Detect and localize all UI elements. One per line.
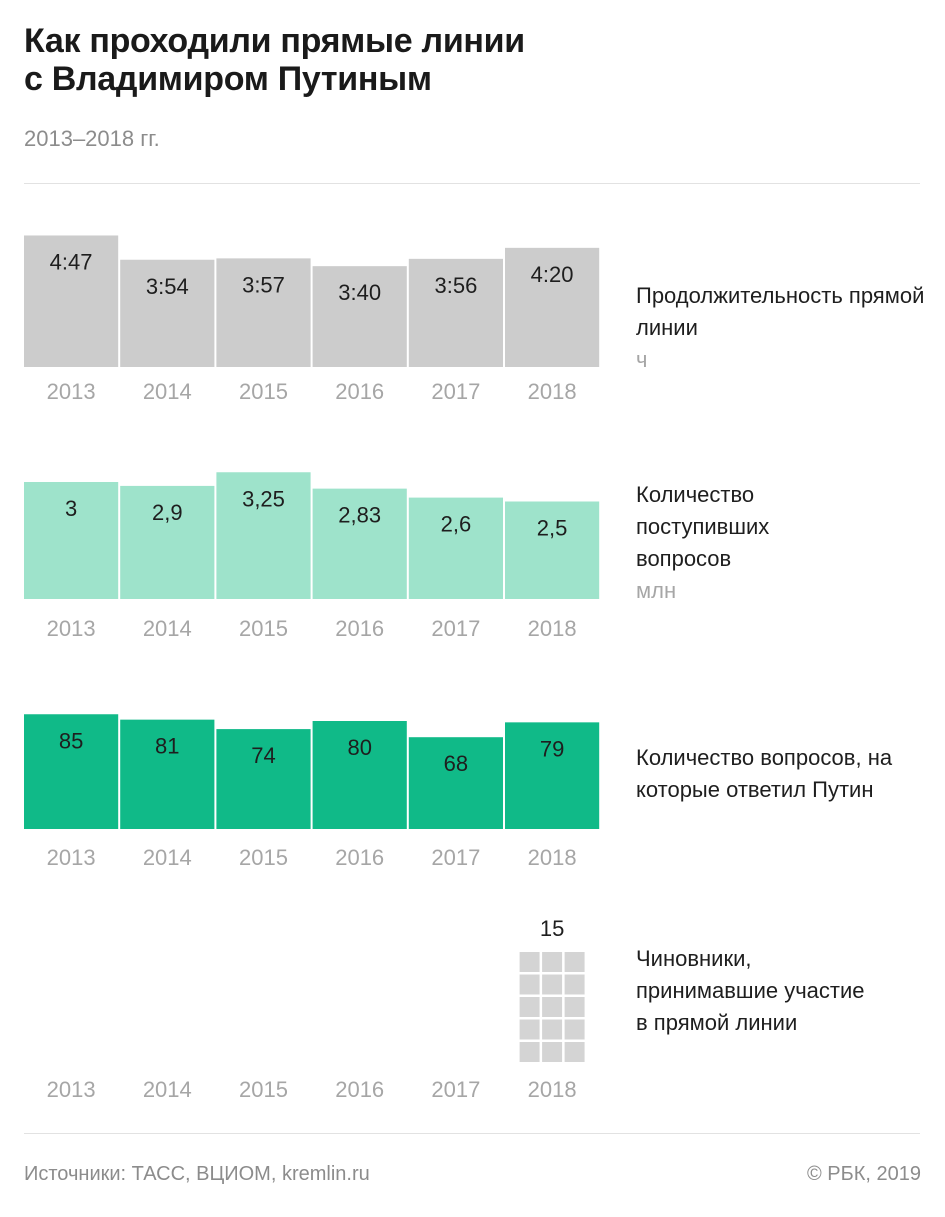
chart-questions-answered-bar-2018: [505, 722, 600, 829]
chart-duration-year-2018: 2018: [528, 379, 577, 404]
title-line-1: Как проходили прямые линии: [24, 22, 525, 60]
chart-questions-received-value-2016: 2,83: [338, 503, 381, 528]
chart-questions-answered-year-2013: 2013: [47, 845, 96, 870]
chart-duration-value-2014: 3:54: [146, 274, 189, 299]
chart-questions-answered-value-2016: 80: [347, 735, 371, 760]
chart-questions-received-year-2017: 2017: [431, 616, 480, 641]
chart-duration-year-2016: 2016: [335, 379, 384, 404]
officials-cell-2018-11: [542, 1019, 563, 1040]
chart-duration-label: Продолжительность прямой линии ч: [636, 280, 945, 376]
officials-cell-2018-1: [519, 952, 540, 972]
chart-duration-year-2013: 2013: [47, 379, 96, 404]
officials-cell-2018-15: [564, 1042, 585, 1062]
chart-questions-received-year-2018: 2018: [528, 616, 577, 641]
chart-officials-title: Чиновники, принимавшие участие в прямой …: [636, 946, 865, 1035]
chart-questions-answered-value-2013: 85: [59, 728, 83, 753]
chart-duration-bar-2017: [408, 258, 503, 367]
chart-duration-year-2015: 2015: [239, 379, 288, 404]
officials-cell-2018-12: [564, 1019, 585, 1040]
chart-questions-received-unit: млн: [636, 578, 677, 603]
chart-questions-received-bar-2014: [120, 485, 215, 599]
chart-questions-received-value-2015: 3,25: [242, 486, 285, 511]
chart-questions-received-value-2017: 2,6: [441, 512, 472, 537]
chart-questions-answered-year-2014: 2014: [143, 845, 192, 870]
chart-duration-year-2017: 2017: [431, 379, 480, 404]
chart-duration-bar-2013: [24, 235, 119, 367]
chart-questions-answered-bar-2014: [120, 719, 215, 829]
chart-duration: 4:47 2013 3:54 2014 3:57 2015 3:40 2016 3:56 2017…: [24, 235, 600, 404]
chart-questions-answered-bar-2013: [24, 714, 119, 829]
chart-duration-bar-2014: [120, 259, 215, 367]
officials-cell-2018-13: [519, 1042, 540, 1062]
chart-officials-year-2015: 2015: [239, 1077, 288, 1102]
officials-cell-2018-3: [564, 952, 585, 972]
officials-cell-2018-2: [542, 952, 563, 972]
chart-questions-answered-value-2018: 79: [540, 736, 564, 761]
chart-officials-year-2017: 2017: [431, 1077, 480, 1102]
bottom-divider: [24, 1133, 920, 1134]
chart-questions-received-year-2015: 2015: [239, 616, 288, 641]
chart-questions-received-year-2013: 2013: [47, 616, 96, 641]
chart-questions-answered-value-2017: 68: [444, 751, 468, 776]
officials-cell-2018-14: [542, 1042, 563, 1062]
officials-cell-2018-9: [564, 997, 585, 1017]
chart-officials-value-2018: 15: [540, 916, 564, 941]
page-title: Как проходили прямые линии с Владимиром …: [24, 22, 525, 98]
chart-questions-received-title: Количество поступивших вопросов: [636, 482, 770, 571]
chart-officials-year-2013: 2013: [47, 1077, 96, 1102]
chart-questions-answered-label: Количество вопросов, на которые ответил …: [636, 742, 926, 806]
sources-note: Источники: ТАСС, ВЦИОМ, kremlin.ru: [24, 1163, 370, 1185]
chart-questions-received: 3 2013 2,9 2014 3,25 2015 2,83 2016 2,6 2017 2,5 20…: [24, 472, 600, 641]
chart-questions-answered-value-2014: 81: [155, 734, 179, 759]
chart-duration-title: Продолжительность прямой линии: [636, 283, 925, 340]
chart-officials: 2013 2014 2015 2016 2017 15 2018: [47, 916, 585, 1102]
top-divider: [24, 183, 920, 184]
chart-questions-received-bar-2018: [505, 501, 600, 599]
chart-duration-year-2014: 2014: [143, 379, 192, 404]
chart-questions-answered-bar-2015: [216, 729, 311, 829]
chart-questions-received-value-2014: 2,9: [152, 500, 183, 525]
chart-questions-received-bar-2015: [216, 472, 311, 599]
chart-duration-bar-2016: [312, 266, 407, 367]
chart-questions-answered-year-2015: 2015: [239, 845, 288, 870]
title-line-2: с Владимиром Путиным: [24, 60, 432, 98]
chart-questions-received-bar-2013: [24, 482, 119, 599]
chart-duration-bar-2015: [216, 258, 311, 367]
chart-officials-year-2014: 2014: [143, 1077, 192, 1102]
chart-duration-value-2018: 4:20: [531, 262, 574, 287]
chart-questions-answered-year-2016: 2016: [335, 845, 384, 870]
chart-questions-received-bar-2017: [408, 497, 503, 599]
chart-duration-value-2015: 3:57: [242, 272, 285, 297]
chart-questions-received-bar-2016: [312, 488, 407, 599]
chart-questions-answered-bar-2016: [312, 721, 407, 829]
chart-officials-label: Чиновники, принимавшие участие в прямой …: [636, 943, 876, 1039]
officials-cell-2018-6: [564, 974, 585, 995]
chart-questions-received-value-2018: 2,5: [537, 516, 568, 541]
chart-questions-answered-bar-2017: [408, 737, 503, 829]
chart-questions-received-year-2014: 2014: [143, 616, 192, 641]
chart-questions-received-year-2016: 2016: [335, 616, 384, 641]
chart-questions-answered-year-2017: 2017: [431, 845, 480, 870]
page-subtitle: 2013–2018 гг.: [24, 126, 160, 151]
chart-questions-received-value-2013: 3: [65, 496, 77, 521]
officials-cell-2018-4: [519, 974, 540, 995]
chart-questions-answered-title: Количество вопросов, на которые ответил …: [636, 745, 893, 802]
officials-cell-2018-8: [542, 997, 563, 1017]
copyright-note: © РБК, 2019: [806, 1163, 921, 1185]
chart-duration-value-2016: 3:40: [338, 280, 381, 305]
chart-officials-year-2018: 2018: [528, 1077, 577, 1102]
chart-duration-value-2017: 3:56: [434, 273, 477, 298]
chart-questions-answered-value-2015: 74: [251, 743, 275, 768]
chart-duration-value-2013: 4:47: [50, 249, 93, 274]
chart-duration-unit: ч: [636, 347, 648, 372]
officials-cell-2018-7: [519, 997, 540, 1017]
officials-cell-2018-5: [542, 974, 563, 995]
chart-questions-answered-year-2018: 2018: [528, 845, 577, 870]
chart-questions-answered: 85 2013 81 2014 74 2015 80 2016 68 2017 79 2018: [24, 714, 600, 870]
chart-officials-year-2016: 2016: [335, 1077, 384, 1102]
officials-cell-2018-10: [519, 1019, 540, 1040]
chart-questions-received-label: Количество поступивших вопросов млн: [636, 479, 836, 607]
chart-duration-bar-2018: [505, 247, 600, 367]
